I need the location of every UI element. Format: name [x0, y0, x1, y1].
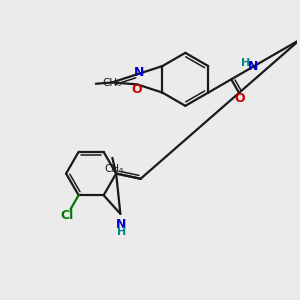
Text: Cl: Cl	[60, 209, 74, 222]
Text: O: O	[132, 83, 142, 96]
Text: H: H	[241, 58, 250, 68]
Text: CH₃: CH₃	[104, 164, 123, 174]
Text: H: H	[117, 227, 126, 237]
Text: N: N	[116, 218, 126, 231]
Text: O: O	[235, 92, 245, 105]
Text: N: N	[248, 61, 258, 74]
Text: N: N	[134, 66, 145, 79]
Text: CH₃: CH₃	[102, 78, 122, 88]
